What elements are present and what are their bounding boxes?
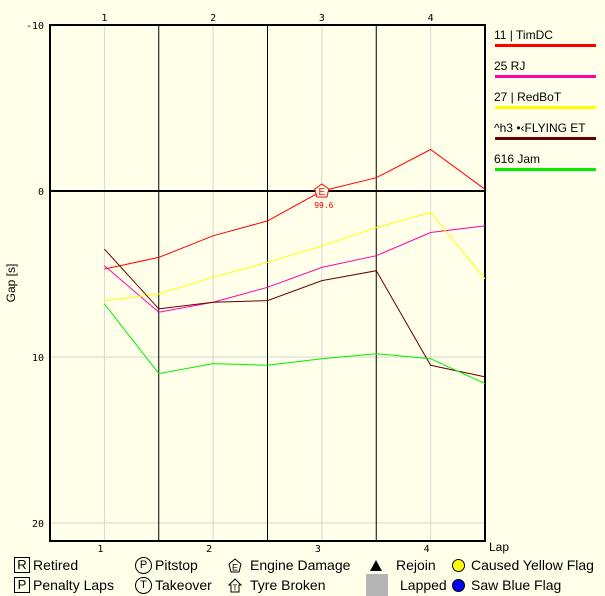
series-line <box>104 212 486 302</box>
legend-label: Takeover <box>155 577 212 593</box>
legend-label: Lapped <box>400 577 447 593</box>
legend-label: Saw Blue Flag <box>471 577 562 593</box>
svg-text:2: 2 <box>206 544 212 555</box>
svg-text:10: 10 <box>32 353 44 364</box>
series-line <box>104 148 486 270</box>
svg-text:1: 1 <box>101 13 107 24</box>
legend-label: Tyre Broken <box>250 577 326 593</box>
svg-text:T: T <box>233 583 238 592</box>
svg-text:20: 20 <box>32 519 44 530</box>
lap-boundaries <box>158 25 377 541</box>
legend-retired: R Retired <box>14 555 78 575</box>
legend-tyre-broken: T Tyre Broken <box>228 575 325 595</box>
legend-label: 25 RJ <box>494 59 526 73</box>
event-legend: R Retired P Penalty Laps P Pitstop T Tak… <box>14 555 604 596</box>
svg-text:2: 2 <box>210 13 216 24</box>
legend-engine-damage: E Engine Damage <box>228 555 350 575</box>
y-axis-label: Gap [s] <box>4 264 18 303</box>
rejoin-icon <box>370 559 382 571</box>
legend-caused-yellow-flag: Caused Yellow Flag <box>452 555 594 575</box>
legend-swatch <box>495 168 596 171</box>
x-axis-bottom-ticks: 1 2 3 4 <box>97 544 429 555</box>
legend-label: 27 | RedBoT <box>494 90 562 104</box>
legend-label: ^h3 •‹FLYING ET <box>494 121 586 135</box>
legend-saw-blue-flag: Saw Blue Flag <box>452 575 561 595</box>
takeover-icon: T <box>135 576 152 594</box>
svg-text:99.6: 99.6 <box>314 201 333 210</box>
svg-text:4: 4 <box>424 544 430 555</box>
legend-takeover: T Takeover <box>135 575 212 595</box>
series-line <box>104 248 486 378</box>
legend-item-driver[interactable]: ^h3 •‹FLYING ET <box>494 119 598 150</box>
driver-legend: 11 | TimDC 25 RJ 27 | RedBoT ^h3 •‹FLYIN… <box>494 26 598 181</box>
svg-text:E: E <box>232 562 238 572</box>
legend-rejoin: Rejoin <box>366 555 436 575</box>
engine-damage-marker: E 99.6 <box>314 183 334 210</box>
retired-icon: R <box>14 557 30 573</box>
legend-item-driver[interactable]: 616 Jam <box>494 150 598 181</box>
pitstop-icon: P <box>135 556 152 574</box>
svg-text:3: 3 <box>319 13 325 24</box>
legend-label: 11 | TimDC <box>494 28 553 42</box>
legend-label: Retired <box>33 557 79 573</box>
legend-swatch <box>495 44 596 47</box>
series-line <box>104 225 486 313</box>
legend-lapped: Lapped <box>366 574 447 596</box>
penalty-icon: P <box>14 577 30 593</box>
legend-swatch <box>495 137 596 140</box>
legend-item-driver[interactable]: 11 | TimDC <box>494 26 598 57</box>
legend-swatch <box>495 106 596 109</box>
lap-gridlines <box>103 25 432 541</box>
lapped-icon <box>366 574 388 596</box>
legend-label: Pitstop <box>155 557 198 573</box>
svg-text:-10: -10 <box>26 21 44 32</box>
legend-item-driver[interactable]: 27 | RedBoT <box>494 88 598 119</box>
blue-flag-icon <box>452 578 465 592</box>
svg-text:0: 0 <box>38 187 44 198</box>
legend-pitstop: P Pitstop <box>135 555 198 575</box>
series-line <box>104 303 486 385</box>
series-lines <box>104 148 486 385</box>
legend-label: Caused Yellow Flag <box>471 557 594 573</box>
yellow-flag-icon <box>452 558 465 572</box>
legend-label: Rejoin <box>396 557 436 573</box>
svg-text:1: 1 <box>97 544 103 555</box>
legend-label: 616 Jam <box>494 152 541 166</box>
plot-frame <box>49 24 486 542</box>
legend-swatch <box>495 75 596 78</box>
legend-penalty-laps: P Penalty Laps <box>14 575 114 595</box>
y-axis-ticks: -10 0 10 20 <box>26 21 44 530</box>
x-axis-label: Lap <box>489 540 509 554</box>
legend-item-driver[interactable]: 25 RJ <box>494 57 598 88</box>
legend-label: Engine Damage <box>250 557 351 573</box>
svg-text:4: 4 <box>428 13 434 24</box>
svg-text:E: E <box>319 187 326 198</box>
x-axis-top-ticks: 1 2 3 4 <box>101 13 433 24</box>
engine-damage-icon: E <box>228 557 242 573</box>
tyre-broken-icon: T <box>228 577 242 593</box>
svg-text:3: 3 <box>315 544 321 555</box>
gap-chart: E 99.6 1 2 3 4 1 2 3 4 -10 0 10 20 Gap [s] Lap <box>4 13 509 555</box>
legend-label: Penalty Laps <box>33 577 114 593</box>
annotations: E 99.6 <box>314 183 334 210</box>
